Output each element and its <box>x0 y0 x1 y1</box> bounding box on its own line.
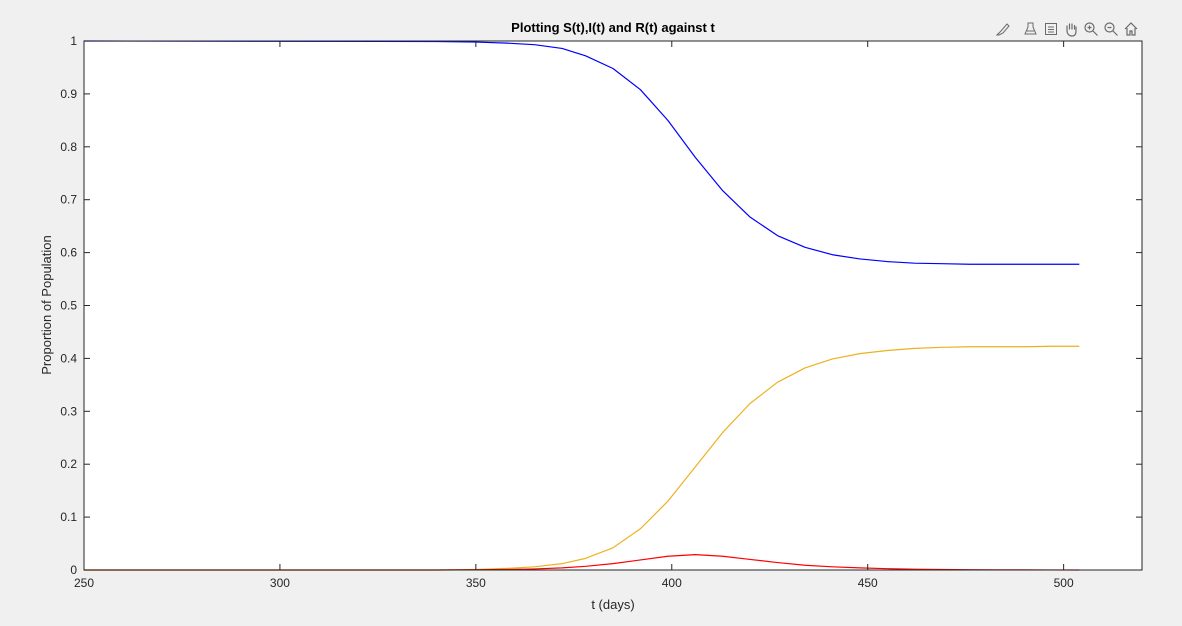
brush-icon[interactable] <box>994 20 1012 38</box>
data-tips-icon[interactable] <box>1022 20 1040 38</box>
x-tick-label: 400 <box>662 576 682 590</box>
chart-title: Plotting S(t),I(t) and R(t) against t <box>511 20 715 35</box>
home-icon[interactable] <box>1122 20 1140 38</box>
series-line-R[interactable] <box>84 345 1080 571</box>
x-tick-label: 450 <box>858 576 878 590</box>
y-tick-label: 0.7 <box>60 193 77 207</box>
y-tick-label: 0.2 <box>60 457 77 471</box>
x-tick-label: 500 <box>1054 576 1074 590</box>
x-axis-label: t (days) <box>591 597 634 612</box>
axes-toolbar <box>994 19 1140 39</box>
insert-legend-icon[interactable] <box>1042 20 1060 38</box>
series-line-S[interactable] <box>83 40 1080 265</box>
y-tick-label: 0.6 <box>60 246 77 260</box>
y-tick-label: 0 <box>70 563 77 577</box>
y-tick-label: 0.3 <box>60 404 77 418</box>
x-tick-label: 350 <box>466 576 486 590</box>
y-tick-label: 0.8 <box>60 140 77 154</box>
zoom-out-icon[interactable] <box>1102 20 1120 38</box>
x-tick-label: 250 <box>74 576 94 590</box>
y-tick-label: 0.5 <box>60 299 77 313</box>
tick-layer: 250 300 350 400 450 500 0 0.1 0.2 0.3 0.4 0.5 0.6 0.7… <box>60 34 1142 590</box>
pan-icon[interactable] <box>1062 20 1080 38</box>
x-tick-label: 300 <box>270 576 290 590</box>
y-axis-label: Proportion of Population <box>39 235 54 374</box>
zoom-in-icon[interactable] <box>1082 20 1100 38</box>
y-tick-label: 0.4 <box>60 351 77 365</box>
y-tick-label: 1 <box>70 34 77 48</box>
y-tick-label: 0.9 <box>60 87 77 101</box>
axes-background[interactable] <box>84 41 1142 570</box>
y-tick-label: 0.1 <box>60 510 77 524</box>
